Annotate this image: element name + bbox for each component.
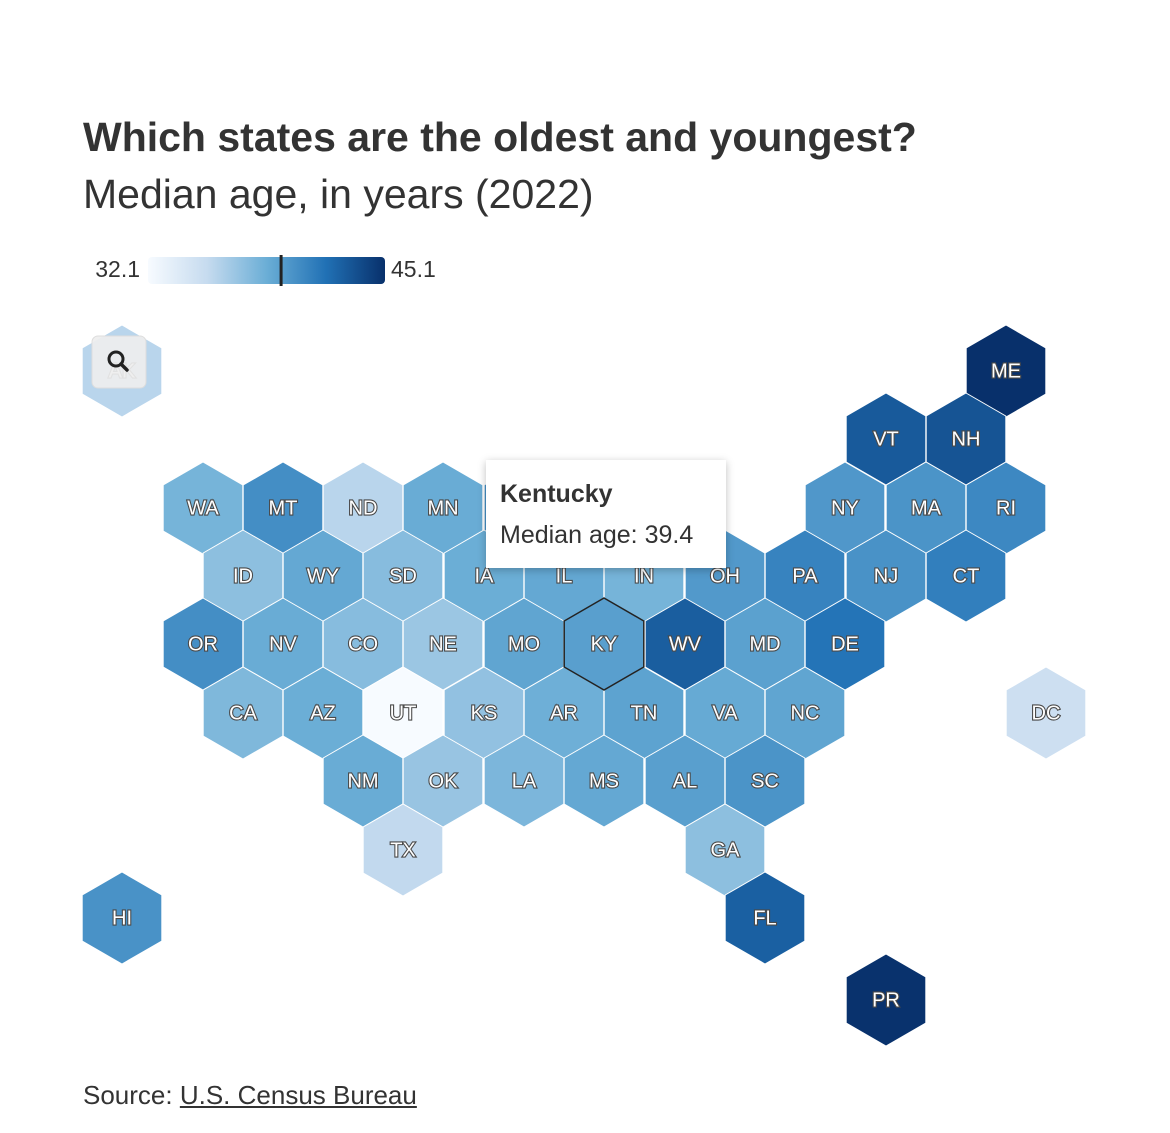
source-label: Source: bbox=[83, 1080, 173, 1110]
hex-label: LA bbox=[512, 770, 537, 792]
hex[interactable] bbox=[1005, 666, 1087, 760]
hex-label: WY bbox=[307, 565, 339, 587]
hex-label: AL bbox=[673, 770, 697, 792]
hex-label: DC bbox=[1032, 702, 1061, 724]
zoom-button[interactable] bbox=[91, 335, 147, 389]
chart-subtitle: Median age, in years (2022) bbox=[83, 171, 594, 217]
hex-label: TN bbox=[631, 702, 658, 724]
hex-label: NM bbox=[347, 770, 378, 792]
hex[interactable] bbox=[81, 871, 163, 965]
hex-label: FL bbox=[753, 907, 776, 929]
hex-label: ND bbox=[349, 497, 378, 519]
hex-label: TX bbox=[390, 839, 416, 861]
zoom-button-bg[interactable] bbox=[91, 335, 147, 389]
hex-label: WV bbox=[669, 633, 702, 655]
hex[interactable] bbox=[362, 803, 444, 897]
hex-label: UT bbox=[390, 702, 417, 724]
hex-label: KS bbox=[471, 702, 498, 724]
search-icon-handle bbox=[119, 362, 129, 372]
hex-label: PR bbox=[872, 989, 900, 1011]
hex-label: MA bbox=[911, 497, 942, 519]
legend-min: 32.1 bbox=[95, 256, 140, 282]
source: Source: U.S. Census Bureau bbox=[83, 1080, 417, 1111]
hex-label: OR bbox=[188, 633, 218, 655]
hex-label: PA bbox=[792, 565, 818, 587]
hex-label: MS bbox=[589, 770, 619, 792]
hex-label: MO bbox=[508, 633, 540, 655]
hex-label: NV bbox=[269, 633, 297, 655]
hex-label: OK bbox=[429, 770, 459, 792]
hex-label: NJ bbox=[874, 565, 898, 587]
hex-label: RI bbox=[996, 497, 1016, 519]
legend-max: 45.1 bbox=[391, 256, 436, 282]
hex-label: ID bbox=[233, 565, 253, 587]
hex-label: MT bbox=[269, 497, 298, 519]
search-icon bbox=[107, 350, 125, 368]
hex[interactable] bbox=[845, 953, 927, 1047]
hex-label: NH bbox=[952, 428, 981, 450]
hex[interactable] bbox=[925, 529, 1007, 623]
hex-label: MN bbox=[427, 497, 458, 519]
tooltip-value: 39.4 bbox=[644, 521, 694, 549]
hex[interactable] bbox=[563, 734, 645, 828]
hex-label: CA bbox=[229, 702, 257, 724]
hex-label: AR bbox=[550, 702, 578, 724]
hex-label: VA bbox=[712, 702, 738, 724]
hex-label: IN bbox=[634, 565, 654, 587]
hex-label: NC bbox=[791, 702, 820, 724]
tooltip: Kentucky Median age: 39.4 bbox=[486, 460, 726, 568]
chart-title: Which states are the oldest and youngest… bbox=[83, 114, 917, 160]
hex-label: AZ bbox=[310, 702, 336, 724]
hex-label: NY bbox=[831, 497, 859, 519]
hex-label: HI bbox=[112, 907, 132, 929]
hex-label: NE bbox=[429, 633, 457, 655]
hex-label: GA bbox=[711, 839, 741, 861]
tooltip-label: Median age: bbox=[500, 521, 638, 549]
hex-label: OH bbox=[710, 565, 740, 587]
hex-label: SD bbox=[389, 565, 417, 587]
hex-label: CT bbox=[953, 565, 980, 587]
hex-layer: AKMEVTNHWAMTNDMNWIMINYMARIIDWYSDIAILINOH… bbox=[81, 324, 1087, 1047]
hex-label: DE bbox=[831, 633, 859, 655]
tooltip-body: Median age: 39.4 bbox=[500, 521, 712, 550]
hex-label: ME bbox=[991, 360, 1021, 382]
source-link[interactable]: U.S. Census Bureau bbox=[179, 1080, 417, 1110]
hex[interactable] bbox=[724, 871, 806, 965]
hex-highlight bbox=[563, 597, 645, 691]
hex-label: IL bbox=[556, 565, 573, 587]
hex-label: KY bbox=[591, 633, 618, 655]
hex-label: MD bbox=[749, 633, 780, 655]
hex-label: WA bbox=[187, 497, 219, 519]
hex-label: CO bbox=[348, 633, 378, 655]
hex-label: IA bbox=[475, 565, 495, 587]
hex-label: SC bbox=[751, 770, 779, 792]
tooltip-title: Kentucky bbox=[500, 480, 613, 508]
legend-bar bbox=[148, 257, 385, 284]
hex-label: VT bbox=[873, 428, 899, 450]
